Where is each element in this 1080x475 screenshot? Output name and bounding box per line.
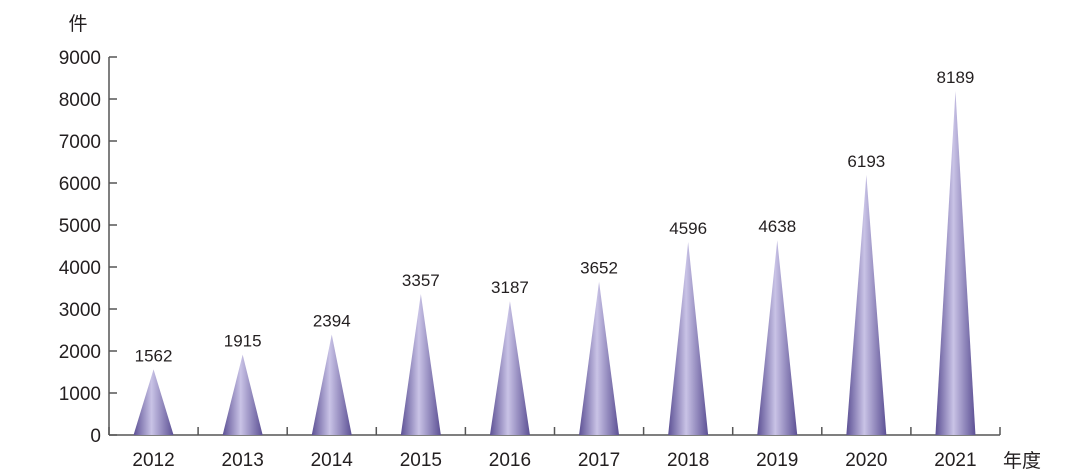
x-tick-label: 2012: [132, 450, 174, 471]
y-tick-label: 6000: [59, 174, 101, 195]
data-labels: 1562 1915 2394 3357 3187 3652 4596 4638 6193 8189: [135, 68, 975, 365]
y-tick-label: 0: [90, 426, 101, 447]
x-tick-label: 2018: [667, 450, 709, 471]
bar: [668, 241, 709, 435]
y-tick-label: 4000: [59, 258, 101, 279]
data-label: 1562: [135, 346, 173, 365]
bar: [757, 240, 798, 435]
x-tick-label: 2021: [934, 450, 976, 471]
y-tick-label: 2000: [59, 342, 101, 363]
x-tick-label: 2014: [311, 450, 354, 471]
x-tick-label: 2013: [222, 450, 264, 471]
y-tick-label: 7000: [59, 132, 101, 153]
data-label: 3652: [580, 259, 618, 278]
bar: [846, 174, 887, 436]
data-label: 4638: [758, 217, 796, 236]
x-tick-label: 2019: [756, 450, 798, 471]
y-tick-label: 9000: [59, 48, 101, 69]
data-label: 4596: [669, 219, 707, 238]
data-label: 2394: [313, 311, 351, 330]
y-axis-unit: 件: [68, 13, 87, 35]
data-label: 3357: [402, 271, 440, 290]
x-axis-unit: 年度: [1003, 450, 1041, 472]
bar: [489, 301, 530, 435]
x-tick-label: 2016: [489, 450, 531, 471]
bar: [222, 354, 263, 435]
data-label: 3187: [491, 278, 529, 297]
bar: [400, 294, 441, 435]
bar: [579, 281, 620, 435]
bar: [133, 369, 174, 435]
x-tick-label: 2015: [400, 450, 442, 471]
y-tick-label: 5000: [59, 216, 101, 237]
y-tick-label: 1000: [59, 384, 101, 405]
bar: [935, 91, 976, 435]
y-tick-label: 3000: [59, 300, 101, 321]
x-tick-label: 2020: [845, 450, 887, 471]
x-tick-label: 2017: [578, 450, 620, 471]
y-tick-label: 8000: [59, 90, 101, 111]
data-label: 1915: [224, 332, 262, 351]
y-axis: 0 1000 2000 3000 4000 5000 6000 7000 8000 9000: [59, 48, 117, 447]
data-label: 8189: [937, 68, 975, 87]
data-label: 6193: [847, 152, 885, 171]
bar: [311, 334, 352, 435]
bars: [133, 91, 976, 436]
